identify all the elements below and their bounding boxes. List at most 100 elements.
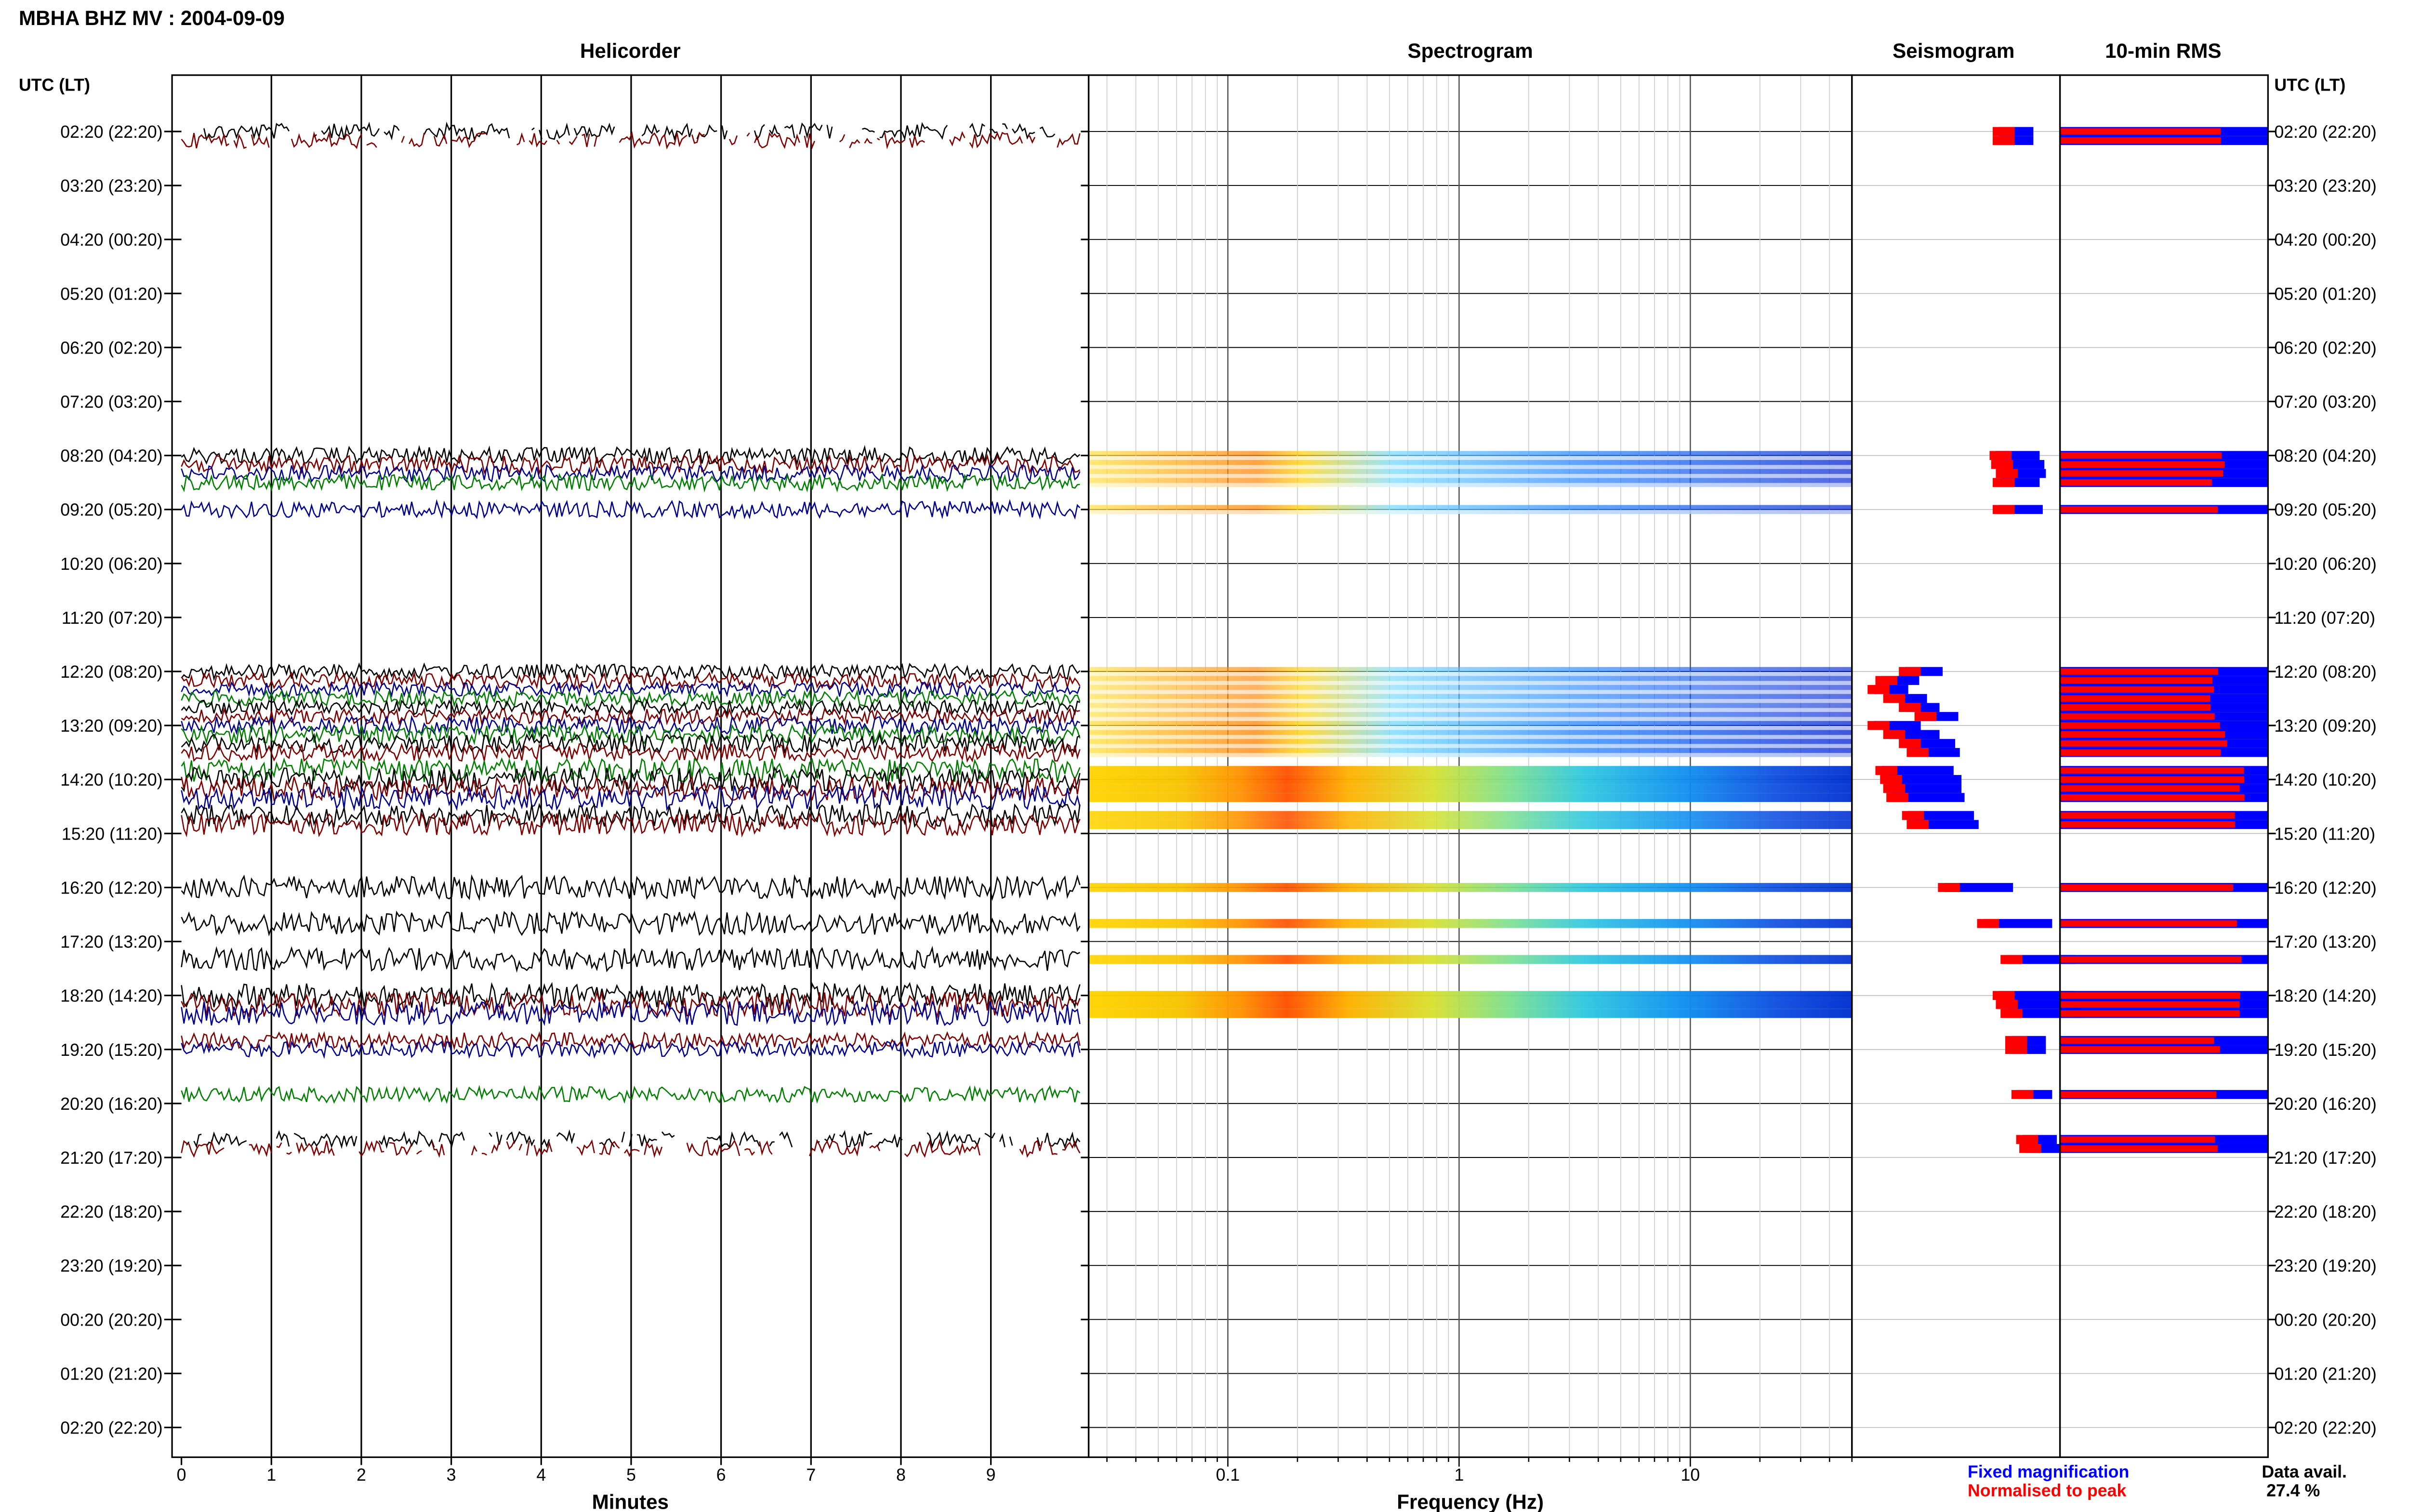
spectrogram-row (1088, 793, 1852, 802)
seismogram-envelope (1867, 127, 2082, 1153)
legend-normalised-to-peak: Normalised to peak (1968, 1481, 2126, 1500)
time-tick-label-right: 01:20 (21:20) (2274, 1364, 2376, 1383)
seismogram-fixed-mark (1908, 811, 1974, 820)
rms-normalised-bar (2060, 695, 2210, 702)
minute-tick-label: 0 (177, 1465, 186, 1485)
seismogram-normalised-mark (2005, 1036, 2027, 1045)
time-tick-label-right: 02:20 (22:20) (2274, 122, 2376, 142)
frequency-axis-label: Frequency (Hz) (1397, 1490, 1544, 1512)
seismogram-normalised-mark (1886, 793, 1908, 802)
time-tick-label-right: 13:20 (09:20) (2274, 716, 2376, 736)
helicorder-trace (181, 742, 1081, 763)
page-title: MBHA BHZ MV : 2004-09-09 (19, 7, 285, 29)
rms-normalised-bar (2060, 785, 2240, 792)
helicorder-trace (181, 802, 1081, 828)
time-tick-label-left: 17:20 (13:20) (60, 933, 162, 952)
time-tick-label-right: 00:20 (20:20) (2274, 1310, 2376, 1329)
helicorder-trace (181, 689, 1081, 709)
rms-normalised-bar (2060, 740, 2227, 747)
seismogram-normalised-mark (2005, 1045, 2027, 1054)
time-tick-label-left: 13:20 (09:20) (60, 716, 162, 736)
time-tick-label-left: 09:20 (05:20) (60, 500, 162, 520)
rms-title: 10-min RMS (2105, 39, 2222, 62)
rms-normalised-bar (2060, 920, 2237, 927)
spectrogram-row (1088, 883, 1852, 892)
seismogram-normalised-mark (2019, 1144, 2041, 1153)
helicorder-trace (181, 775, 1081, 802)
spectrogram-row-gap (1088, 473, 1852, 478)
seismogram-fixed-mark (2007, 955, 2076, 964)
helicorder-trace (181, 463, 1081, 484)
seismogram-fixed-mark (2002, 1000, 2078, 1009)
time-tick-label-right: 09:20 (05:20) (2274, 500, 2376, 520)
helicorder-trace (181, 999, 1081, 1026)
time-tick-label-right: 07:20 (03:20) (2274, 392, 2376, 411)
spectrogram-row-gap (1088, 681, 1852, 685)
time-tick-label-right: 12:20 (08:20) (2274, 662, 2376, 682)
time-tick-label-left: 07:20 (03:20) (60, 392, 162, 411)
spectrogram-row-gap (1088, 699, 1852, 703)
time-tick-label-left: 22:20 (18:20) (60, 1202, 162, 1222)
helicorder-trace (181, 715, 1080, 736)
rms-normalised-bar (2060, 506, 2218, 513)
rms-normalised-bar (2060, 461, 2225, 468)
time-tick-label-left: 23:20 (19:20) (60, 1256, 162, 1275)
spectrogram-row-gap (1088, 708, 1852, 712)
seismogram-normalised-mark (1902, 811, 1924, 820)
seismogram-title: Seismogram (1893, 39, 2014, 62)
legend-fixed-magnification: Fixed magnification (1968, 1462, 2129, 1481)
rms-normalised-bar (2060, 137, 2221, 144)
time-tick-label-right: 05:20 (01:20) (2274, 284, 2376, 303)
time-tick-label-right: 23:20 (19:20) (2274, 1256, 2376, 1275)
seismogram-fixed-mark (1893, 793, 1965, 802)
seismogram-fixed-mark (1983, 919, 2052, 928)
helicorder-trace (181, 1040, 1081, 1059)
minute-tick-label: 3 (447, 1465, 456, 1485)
seismogram-fixed-mark (1881, 766, 1954, 775)
helicorder-trace (181, 783, 1081, 812)
time-tick-label-right: 22:20 (18:20) (2274, 1202, 2376, 1222)
time-tick-label-left: 00:20 (20:20) (60, 1310, 162, 1329)
spectrogram-row (1088, 991, 1852, 1000)
helicorder-trace (181, 680, 1081, 698)
spectrogram-row (1088, 919, 1852, 928)
rms-normalised-bar (2060, 452, 2222, 459)
seismogram-normalised-mark (1989, 451, 2012, 460)
rms-normalised-bar (2060, 1001, 2240, 1008)
rms-normalised-bar (2060, 677, 2213, 684)
spectrogram-row (1088, 775, 1852, 784)
spectrogram-row-gap (1088, 483, 1852, 487)
rms-normalised-bar (2060, 767, 2244, 774)
seismogram-normalised-mark (1899, 703, 1921, 712)
seismogram-normalised-mark (1992, 991, 2015, 1000)
frequency-tick-label: 0.1 (1216, 1465, 1240, 1485)
spectrogram-title: Spectrogram (1407, 39, 1533, 62)
spectrogram-row-gap (1088, 726, 1852, 730)
seismogram-normalised-mark (2000, 955, 2023, 964)
seismogram-normalised-mark (1991, 460, 2013, 469)
helicorder-trace (181, 1030, 1081, 1051)
seismogram-normalised-mark (1880, 775, 1902, 784)
helicorder-trace (185, 1129, 1081, 1149)
time-tick-label-right: 14:20 (10:20) (2274, 770, 2376, 789)
helicorder-trace (204, 124, 1080, 139)
time-tick-label-left: 18:20 (14:20) (60, 986, 162, 1006)
time-tick-label-left: 16:20 (12:20) (60, 878, 162, 897)
frequency-tick-label: 1 (1454, 1465, 1464, 1485)
rms-normalised-bar (2060, 722, 2220, 729)
minute-tick-label: 1 (266, 1465, 276, 1485)
time-tick-label-left: 11:20 (07:20) (62, 608, 163, 628)
seismogram-normalised-mark (1992, 136, 2015, 145)
time-tick-label-left: 12:20 (08:20) (60, 662, 162, 682)
seismogram-normalised-mark (2000, 1009, 2023, 1018)
time-tick-label-left: 03:20 (23:20) (60, 176, 162, 196)
rms-normalised-bar (2060, 749, 2221, 756)
helicorder-trace (181, 131, 1081, 150)
time-tick-label-right: 06:20 (02:20) (2274, 338, 2376, 357)
spectrogram-row-gap (1088, 735, 1852, 739)
seismogram-normalised-mark (1977, 919, 1999, 928)
rms-normalised-bar (2060, 1091, 2217, 1098)
minutes-axis-label: Minutes (592, 1490, 669, 1512)
time-tick-label-left: 15:20 (11:20) (62, 824, 163, 843)
time-tick-label-right: 03:20 (23:20) (2274, 176, 2376, 196)
